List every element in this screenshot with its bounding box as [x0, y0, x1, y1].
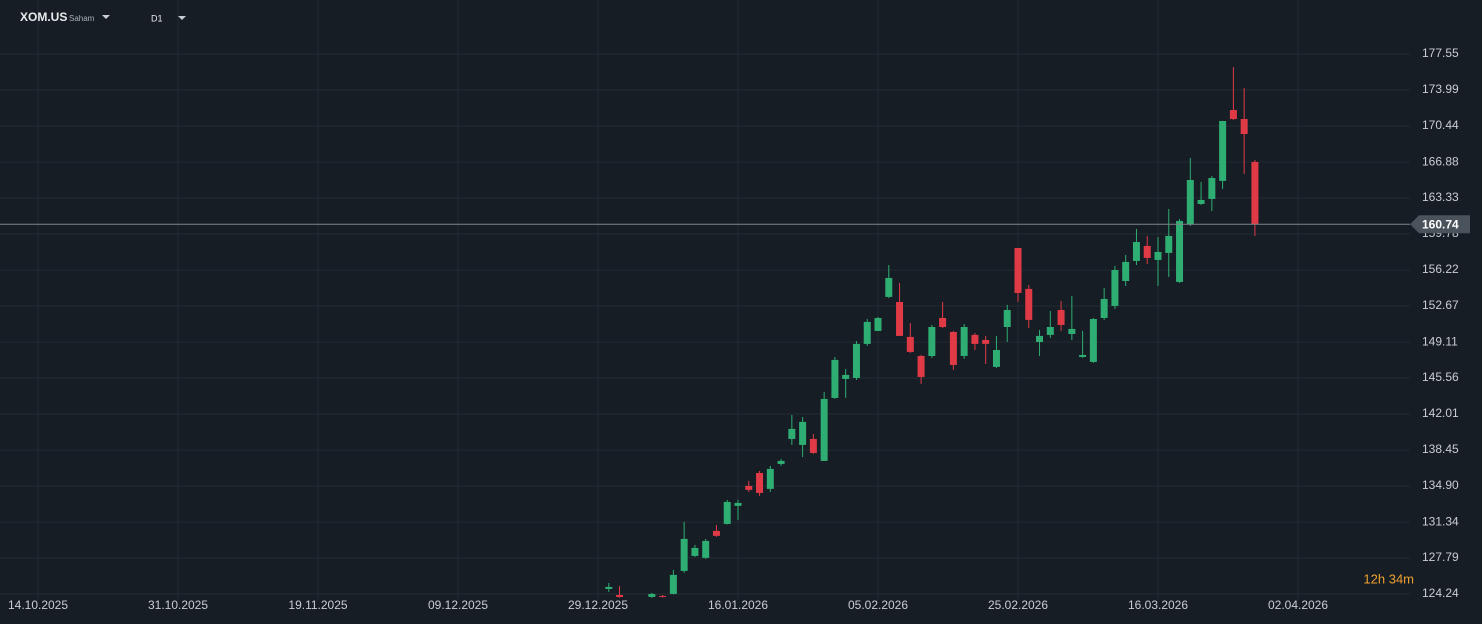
candle-body: [820, 398, 828, 461]
candle-body: [1176, 220, 1184, 282]
candle-body: [928, 326, 936, 356]
y-tick-label: 127.79: [1422, 550, 1459, 564]
candle-body: [777, 460, 785, 464]
y-tick-label: 138.45: [1422, 442, 1459, 456]
candle-body: [1068, 328, 1076, 334]
candle-body: [1197, 199, 1205, 204]
x-tick-label: 14.10.2025: [8, 598, 68, 612]
candle-body: [992, 349, 1000, 367]
candle-body: [831, 359, 839, 398]
candle-body: [863, 321, 871, 344]
candle-body: [1100, 298, 1108, 318]
timeframe-dropdown[interactable]: [178, 16, 186, 20]
candle-body: [917, 355, 925, 377]
candle-body: [648, 593, 656, 597]
y-tick-label: 166.88: [1422, 154, 1459, 168]
candle-body: [842, 374, 850, 379]
x-tick-label: 05.02.2026: [848, 598, 908, 612]
candle-body: [809, 438, 817, 453]
candle-body: [691, 547, 699, 556]
candle-body: [1003, 309, 1011, 327]
candle-body: [1014, 247, 1022, 293]
x-tick-label: 19.11.2025: [288, 598, 347, 612]
candle-body: [1186, 180, 1194, 224]
candle-body: [1079, 354, 1087, 357]
y-tick-label: 152.67: [1422, 298, 1459, 312]
candle-body: [1036, 335, 1044, 342]
candle-body: [896, 301, 904, 336]
candle-body: [971, 334, 979, 344]
x-tick-label: 25.02.2026: [988, 598, 1048, 612]
x-tick-label: 02.04.2026: [1268, 598, 1328, 612]
last-price-label: 160.74: [1422, 217, 1459, 231]
candle-body: [1165, 235, 1173, 253]
y-tick-label: 142.01: [1422, 406, 1459, 420]
candle-body: [960, 326, 968, 356]
y-tick-label: 131.34: [1422, 514, 1459, 528]
candle-body: [1046, 326, 1054, 335]
candle-body: [605, 586, 613, 589]
candle-body: [1251, 161, 1259, 225]
candle-body: [756, 472, 764, 493]
candle-body: [906, 336, 914, 352]
candle-body: [874, 317, 882, 331]
candle-body: [885, 277, 893, 297]
y-tick-label: 149.11: [1422, 334, 1458, 348]
candle-body: [734, 502, 742, 506]
candle-body: [745, 485, 753, 490]
candle-body: [616, 594, 624, 597]
candle-body: [680, 538, 688, 571]
candle-body: [1122, 261, 1130, 282]
candle-body: [1132, 242, 1140, 261]
candle-body: [939, 317, 947, 327]
candle-body: [1154, 251, 1162, 260]
candle-body: [723, 501, 731, 524]
candle-body: [1111, 269, 1119, 306]
candle-body: [1025, 288, 1033, 320]
candle-body: [1057, 309, 1065, 325]
candles: [0, 66, 1410, 598]
grid: [0, 0, 1410, 600]
x-tick-label: 31.10.2025: [148, 598, 208, 612]
candle-body: [1219, 120, 1227, 181]
x-tick-label: 16.03.2026: [1128, 598, 1188, 612]
candle-body: [1229, 110, 1237, 120]
market-type[interactable]: Saham: [69, 14, 95, 23]
candle-body: [982, 339, 990, 344]
candle-body: [799, 421, 807, 445]
candle-body: [1089, 318, 1097, 362]
y-tick-label: 163.33: [1422, 190, 1459, 204]
candle-body: [659, 595, 667, 597]
candle-body: [1208, 177, 1216, 199]
y-tick-label: 156.22: [1422, 262, 1459, 276]
x-tick-label: 16.01.2026: [708, 598, 768, 612]
last-price-tag: [1410, 215, 1470, 234]
countdown: 12h 34m: [1363, 571, 1414, 586]
y-tick-label: 173.99: [1422, 82, 1459, 96]
y-tick-label: 170.44: [1422, 118, 1459, 132]
candle-body: [669, 574, 677, 594]
y-tick-label: 134.90: [1422, 478, 1459, 492]
x-tick-label: 09.12.2025: [428, 598, 488, 612]
axis-labels: 124.24 127.79 131.34 134.90 138.45 142.01 145.…: [8, 46, 1470, 612]
candle-body: [766, 468, 774, 489]
y-tick-label: 145.56: [1422, 370, 1459, 384]
candle-body: [852, 343, 860, 378]
candle-body: [712, 530, 720, 536]
candle-body: [702, 540, 710, 558]
y-tick-label: 177.55: [1422, 46, 1459, 60]
timeframe[interactable]: D1: [151, 13, 163, 23]
symbol[interactable]: XOM.US: [20, 10, 67, 24]
y-tick-label: 124.24: [1422, 586, 1459, 600]
symbol-dropdown[interactable]: [102, 15, 110, 19]
candle-body: [1143, 245, 1151, 258]
candle-body: [1240, 119, 1248, 135]
candle-body: [949, 331, 957, 365]
candle-body: [788, 428, 796, 439]
x-tick-label: 29.12.2025: [568, 598, 628, 612]
